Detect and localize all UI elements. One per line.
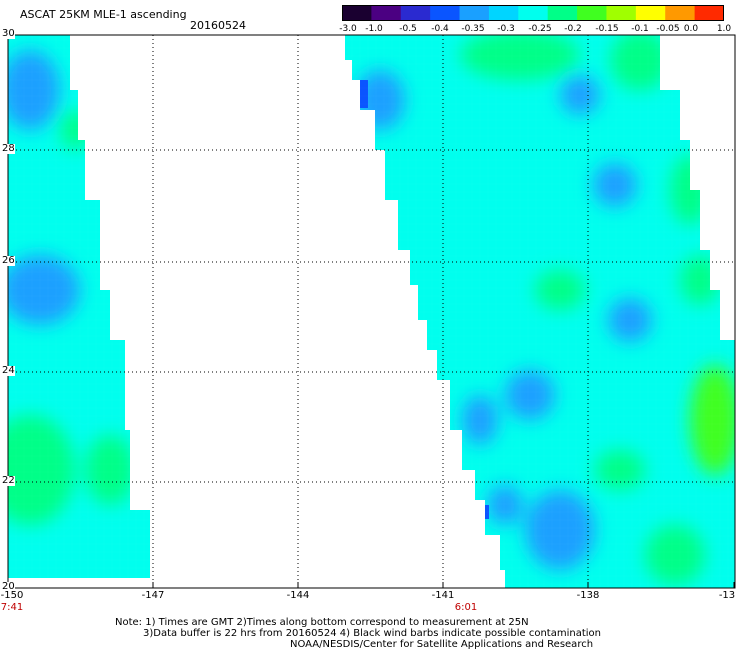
swath-left: [8, 35, 150, 578]
lon-label: -13: [718, 590, 736, 601]
lon-label: -144: [286, 590, 310, 601]
map-frame: [7, 34, 736, 589]
colorbar-segment: [606, 5, 637, 21]
wind-map: [7, 34, 736, 589]
lon-label: -141: [431, 590, 455, 601]
colorbar-segment: [635, 5, 666, 21]
swath-time-label: 6:01: [454, 602, 478, 613]
swath-right: [345, 35, 735, 588]
colorbar-segment: [577, 5, 608, 21]
colorbar-label: 0.0: [683, 24, 699, 34]
colorbar-segment: [342, 5, 372, 21]
colorbar-segment: [665, 5, 696, 21]
colorbar-label: -0.25: [528, 24, 552, 34]
colorbar-segment: [459, 5, 490, 21]
lat-label: 26: [2, 255, 15, 266]
colorbar-segment: [547, 5, 578, 21]
lon-label: -138: [576, 590, 600, 601]
footer-note-line1: Note: 1) Times are GMT 2)Times along bot…: [115, 617, 529, 628]
colorbar-label: -0.5: [399, 24, 417, 34]
swath-cells: [8, 35, 150, 578]
colorbar-segment: [400, 5, 431, 21]
colorbar-segment: [518, 5, 549, 21]
colorbar-border: [342, 5, 724, 21]
colorbar-label: -0.35: [461, 24, 485, 34]
lat-label: 20: [2, 581, 15, 592]
colorbar-segment: [694, 5, 724, 21]
graticule: [8, 34, 735, 588]
colorbar-labels: -3.0 -1.0 -0.5 -0.4 -0.35 -0.3 -0.25 -0.…: [330, 24, 732, 36]
colorbar-label: -0.1: [631, 24, 649, 34]
lon-label: -150: [0, 590, 24, 601]
map-date: 20160524: [190, 19, 246, 32]
footer-credit: NOAA/NESDIS/Center for Satellite Applica…: [290, 639, 594, 650]
lon-label: -147: [141, 590, 165, 601]
colorbar-label: -3.0: [339, 24, 357, 34]
footer-note-line2: 3)Data buffer is 22 hrs from 20160524 4)…: [143, 628, 601, 639]
colorbar-label: -0.15: [595, 24, 619, 34]
colorbar-label: 1.0: [716, 24, 732, 34]
colorbar-segment: [371, 5, 402, 21]
colorbar-segment: [488, 5, 519, 21]
colorbar-label: -1.0: [365, 24, 383, 34]
colorbar-label: -0.2: [564, 24, 582, 34]
lat-label: 22: [2, 475, 15, 486]
colorbar: [342, 5, 724, 21]
map-title: ASCAT 25KM MLE-1 ascending: [20, 8, 187, 21]
lat-label: 28: [2, 143, 15, 154]
colorbar-segment: [430, 5, 461, 21]
swath-time-label: 7:41: [0, 602, 24, 613]
colorbar-label: -0.05: [656, 24, 680, 34]
colorbar-label: -0.3: [497, 24, 515, 34]
colorbar-label: -0.4: [431, 24, 449, 34]
lat-label: 24: [2, 365, 15, 376]
swath-cells: [345, 35, 735, 588]
lat-label: 30: [2, 28, 15, 39]
